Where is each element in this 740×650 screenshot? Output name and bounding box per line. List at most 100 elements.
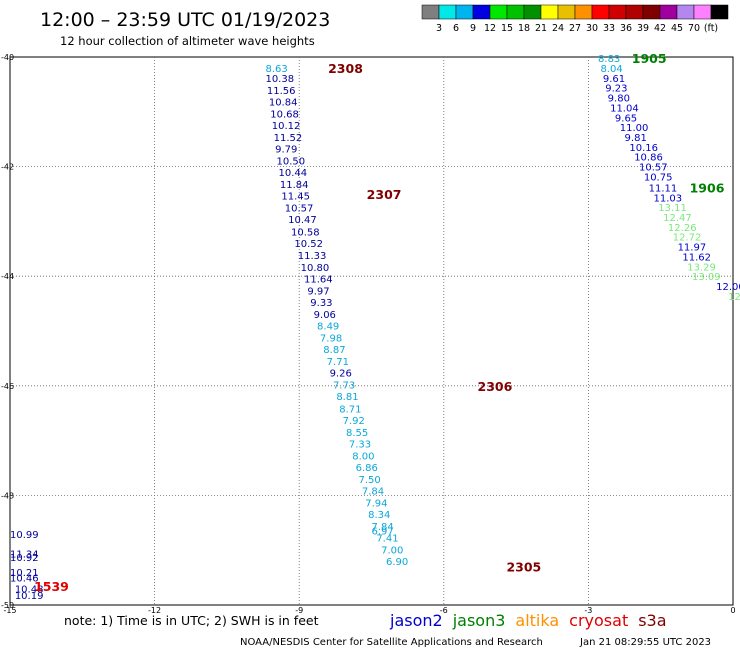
- colorbar-label: 18: [518, 23, 530, 34]
- time-labels: 2308 2307 2306 2305 1905 1906 1539: [34, 51, 725, 594]
- colorbar-swatch: [540, 4, 559, 20]
- time-label: 2307: [367, 187, 402, 202]
- colorbar-swatch: [710, 4, 729, 20]
- wave-height-label: 11.33: [298, 251, 327, 262]
- wave-height-label: 7.84: [362, 486, 384, 497]
- colorbar-label: 6: [453, 23, 459, 34]
- colorbar-swatch: [693, 4, 712, 20]
- colorbar-label: 33: [603, 23, 615, 34]
- wave-height-label: 8.55: [346, 428, 368, 439]
- wave-height-label: 12.07: [728, 292, 740, 303]
- colorbar-swatch: [642, 4, 661, 20]
- wave-height-label: 10.92: [10, 553, 39, 564]
- colorbar-label: 12: [484, 23, 496, 34]
- y-tick-label: -44: [1, 272, 14, 281]
- time-label: 2308: [328, 61, 363, 76]
- wave-height-label: 10.75: [644, 172, 673, 183]
- time-label: 1906: [690, 180, 725, 195]
- colorbar-label: 36: [620, 23, 632, 34]
- colorbar-swatch: [489, 4, 508, 20]
- wave-height-label: 11.64: [304, 274, 333, 285]
- colorbar-swatch: [506, 4, 525, 20]
- wave-height-label: 7.73: [333, 381, 355, 392]
- colorbar: 3 6 9 12 15 18 21 24 27 30 33 36 39 42 45 70 (ft): [421, 4, 729, 34]
- wave-height-label: 11.52: [274, 133, 303, 144]
- wave-height-label: 8.63: [265, 64, 287, 75]
- y-tick-label: -40: [1, 53, 14, 62]
- wave-height-label: 9.26: [330, 369, 352, 380]
- colorbar-swatch: [676, 4, 695, 20]
- colorbar-label: 24: [552, 23, 564, 34]
- wave-height-label: 10.52: [294, 239, 323, 250]
- time-label: 2306: [478, 379, 513, 394]
- wave-height-label: 10.44: [278, 168, 307, 179]
- wave-height-label: 9.79: [275, 145, 297, 156]
- wave-height-label: 10.84: [269, 97, 298, 108]
- y-tick-label: -48: [1, 491, 14, 500]
- x-tick-label: -3: [584, 606, 592, 615]
- colorbar-label: (ft): [704, 23, 718, 34]
- wave-height-label: 11.04: [610, 103, 639, 114]
- wave-height-label: 9.80: [608, 94, 630, 105]
- colorbar-swatch: [625, 4, 644, 20]
- legend-cryosat: cryosat: [569, 611, 628, 630]
- wave-height-label: 8.34: [368, 510, 390, 521]
- colorbar-swatch: [472, 4, 491, 20]
- wave-height-label: 10.16: [629, 143, 658, 154]
- y-tick-label: -46: [1, 382, 14, 391]
- wave-height-label: 11.62: [682, 252, 711, 263]
- wave-height-label: 10.99: [10, 530, 39, 541]
- credit-text: NOAA/NESDIS Center for Satellite Applica…: [240, 637, 543, 648]
- colorbar-swatch: [455, 4, 474, 20]
- wave-height-label: 10.48: [15, 585, 44, 596]
- wave-height-label: 9.65: [615, 113, 637, 124]
- colorbar-swatch: [659, 4, 678, 20]
- wave-height-label: 7.84: [372, 522, 394, 533]
- wave-height-label: 13.29: [687, 262, 716, 273]
- wave-height-label: 13.09: [692, 272, 721, 283]
- chart-subtitle: 12 hour collection of altimeter wave hei…: [60, 34, 315, 48]
- wave-height-label: 10.86: [634, 153, 663, 164]
- wave-height-label: 11.03: [653, 193, 682, 204]
- colorbar-swatch: [591, 4, 610, 20]
- wave-height-label: 8.83: [598, 54, 620, 65]
- wave-height-label: 9.81: [625, 133, 647, 144]
- wave-height-label: 9.23: [605, 84, 627, 95]
- wave-height-label: 11.97: [678, 243, 707, 254]
- wave-height-label: 7.71: [327, 357, 349, 368]
- wave-height-label: 12.72: [673, 233, 702, 244]
- wave-height-label: 7.41: [376, 534, 398, 545]
- x-tick-label: -12: [148, 606, 161, 615]
- colorbar-swatch: [421, 4, 440, 20]
- wave-height-label: 10.12: [272, 121, 301, 132]
- legend-jason2: jason2: [389, 611, 443, 630]
- wave-height-label: 10.21: [10, 568, 39, 579]
- colorbar-label: 27: [569, 23, 581, 34]
- legend-jason3: jason3: [452, 611, 506, 630]
- chart-title: 12:00 – 23:59 UTC 01/19/2023: [40, 9, 330, 31]
- wave-height-label: 7.92: [343, 416, 365, 427]
- legend-altika: altika: [515, 611, 559, 630]
- axis-ticks: -15 -12 -9 -6 -3 0 -40 -42 -44 -46 -48 -50: [1, 53, 736, 615]
- wave-height-label: 12.26: [668, 223, 697, 234]
- colorbar-label: 45: [671, 23, 683, 34]
- data-points: 8.6310.3811.5610.8410.6810.1211.529.7910…: [10, 54, 740, 602]
- x-tick-label: -6: [440, 606, 448, 615]
- satellite-legend: jason2 jason3 altika cryosat s3a: [389, 611, 667, 630]
- x-tick-label: -9: [295, 606, 303, 615]
- colorbar-swatch: [574, 4, 593, 20]
- wave-height-label: 7.33: [349, 439, 371, 450]
- wave-height-label: 6.86: [356, 463, 378, 474]
- wave-height-label: 10.50: [277, 157, 306, 168]
- colorbar-swatch: [438, 4, 457, 20]
- colorbar-label: 39: [637, 23, 649, 34]
- wave-height-label: 9.97: [307, 286, 329, 297]
- wave-height-label: 11.84: [280, 180, 309, 191]
- wave-height-label: 12.00: [716, 282, 740, 293]
- wave-height-label: 11.11: [649, 183, 678, 194]
- wave-height-label: 10.57: [639, 163, 668, 174]
- wave-height-label: 11.45: [281, 192, 310, 203]
- legend-s3a: s3a: [638, 611, 666, 630]
- wave-height-label: 7.94: [365, 499, 387, 510]
